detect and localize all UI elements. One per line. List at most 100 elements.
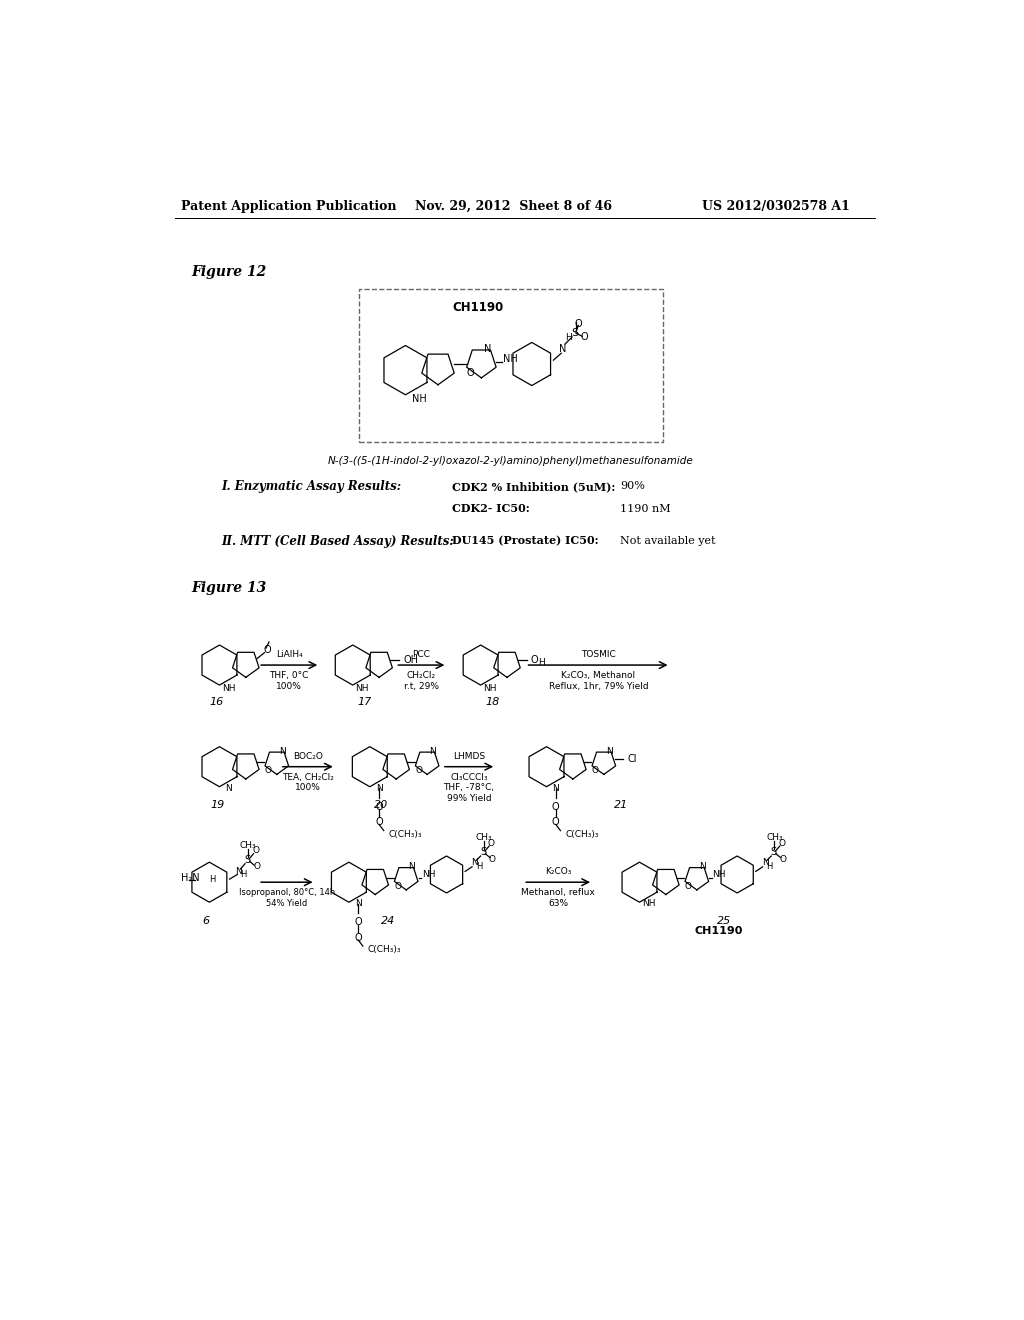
Text: 6: 6: [202, 916, 209, 925]
Text: N: N: [699, 862, 706, 871]
Text: Patent Application Publication: Patent Application Publication: [180, 199, 396, 213]
Text: Cl₃CCCl₃
THF, -78°C,
99% Yield: Cl₃CCCl₃ THF, -78°C, 99% Yield: [443, 774, 495, 803]
Text: N: N: [762, 858, 768, 867]
Text: O: O: [354, 917, 362, 927]
Text: N: N: [354, 899, 361, 908]
Text: NH: NH: [422, 870, 435, 879]
Text: O: O: [264, 644, 271, 655]
Text: Isopropanol, 80°C, 14h
54% Yield: Isopropanol, 80°C, 14h 54% Yield: [239, 888, 335, 908]
Text: CH₃: CH₃: [240, 841, 256, 850]
Text: H: H: [476, 862, 482, 870]
Text: O: O: [354, 933, 362, 942]
Text: OH: OH: [403, 656, 419, 665]
Text: O: O: [375, 817, 383, 828]
Text: 18: 18: [485, 697, 500, 708]
Text: H: H: [565, 334, 571, 342]
Text: Not available yet: Not available yet: [621, 536, 716, 546]
Text: CH₃: CH₃: [475, 833, 493, 842]
Text: NH: NH: [222, 684, 236, 693]
Text: S: S: [245, 855, 251, 865]
Text: H₂N: H₂N: [181, 874, 200, 883]
Text: N: N: [429, 747, 436, 756]
Text: 16: 16: [209, 697, 223, 708]
Text: Nov. 29, 2012  Sheet 8 of 46: Nov. 29, 2012 Sheet 8 of 46: [415, 199, 611, 213]
Text: S: S: [770, 847, 776, 857]
Text: DU145 (Prostate) IC50:: DU145 (Prostate) IC50:: [452, 536, 599, 546]
Text: NH: NH: [412, 395, 427, 404]
Text: N: N: [471, 858, 478, 867]
Text: Figure 12: Figure 12: [191, 265, 267, 280]
Text: LHMDS: LHMDS: [453, 751, 485, 760]
Text: O: O: [778, 840, 785, 849]
Text: S: S: [570, 329, 578, 338]
Text: N: N: [606, 747, 612, 756]
Text: O: O: [488, 854, 496, 863]
Text: CH₃: CH₃: [766, 833, 782, 842]
Text: 25: 25: [717, 916, 731, 925]
Text: O: O: [254, 862, 261, 871]
Text: Methanol, reflux
63%: Methanol, reflux 63%: [521, 888, 595, 908]
Text: Cl: Cl: [627, 754, 637, 764]
Text: O: O: [488, 840, 495, 849]
Text: N: N: [376, 784, 383, 793]
Text: H: H: [767, 862, 773, 870]
Text: O: O: [375, 801, 383, 812]
Text: N: N: [484, 345, 492, 354]
Text: O: O: [265, 766, 271, 775]
Text: N: N: [279, 747, 286, 756]
Text: LiAlH₄: LiAlH₄: [275, 649, 302, 659]
Text: N: N: [552, 784, 559, 793]
Text: N: N: [234, 867, 242, 876]
Text: O: O: [252, 846, 259, 855]
Text: CH1190: CH1190: [694, 927, 742, 936]
Text: NH: NH: [713, 870, 726, 879]
Text: I. Enzymatic Assay Results:: I. Enzymatic Assay Results:: [221, 480, 401, 492]
Text: O: O: [394, 882, 401, 891]
Text: C(CH₃)₃: C(CH₃)₃: [388, 830, 422, 840]
Text: NH: NH: [483, 684, 497, 693]
Text: H: H: [538, 659, 545, 667]
Text: O: O: [592, 766, 599, 775]
Text: 24: 24: [381, 916, 394, 925]
Text: US 2012/0302578 A1: US 2012/0302578 A1: [701, 199, 849, 213]
Text: THF, 0°C
100%: THF, 0°C 100%: [269, 671, 309, 690]
Text: II. MTT (Cell Based Assay) Results:: II. MTT (Cell Based Assay) Results:: [221, 535, 454, 548]
Text: N: N: [559, 343, 566, 354]
Text: O: O: [552, 801, 559, 812]
Text: N: N: [409, 862, 415, 871]
Text: O: O: [574, 319, 582, 329]
Text: K₂CO₃, Methanol
Reflux, 1hr, 79% Yield: K₂CO₃, Methanol Reflux, 1hr, 79% Yield: [549, 671, 648, 690]
Text: CH1190: CH1190: [453, 301, 504, 314]
Text: 90%: 90%: [621, 482, 645, 491]
Text: O: O: [552, 817, 559, 828]
Text: NH: NH: [355, 684, 369, 693]
Text: O: O: [415, 766, 422, 775]
Text: Figure 13: Figure 13: [191, 581, 267, 595]
Text: NH: NH: [642, 899, 655, 908]
Text: N-(3-((5-(1H-indol-2-yl)oxazol-2-yl)amino)phenyl)methanesulfonamide: N-(3-((5-(1H-indol-2-yl)oxazol-2-yl)amin…: [328, 455, 693, 466]
Text: 20: 20: [375, 800, 388, 810]
Text: O: O: [779, 854, 786, 863]
Text: O: O: [581, 333, 588, 342]
Text: N: N: [225, 784, 232, 793]
Text: TOSMIC: TOSMIC: [581, 649, 615, 659]
Text: NH: NH: [503, 354, 518, 363]
Text: 1190 nM: 1190 nM: [621, 504, 671, 513]
Text: O: O: [685, 882, 692, 891]
Text: O: O: [530, 656, 538, 665]
Text: CDK2- IC50:: CDK2- IC50:: [452, 503, 529, 515]
Text: 19: 19: [211, 800, 225, 810]
Text: BOC₂O: BOC₂O: [293, 751, 323, 760]
Text: 17: 17: [357, 697, 372, 708]
Text: CH₂Cl₂
r.t, 29%: CH₂Cl₂ r.t, 29%: [403, 671, 439, 690]
Text: O: O: [467, 368, 474, 379]
Text: 21: 21: [613, 800, 628, 810]
Bar: [359, 289, 663, 442]
Text: TEA, CH₂Cl₂
100%: TEA, CH₂Cl₂ 100%: [282, 774, 334, 792]
Text: H: H: [209, 875, 216, 884]
Text: S: S: [480, 847, 486, 857]
Text: K₂CO₃: K₂CO₃: [545, 867, 571, 876]
Text: PCC: PCC: [413, 649, 430, 659]
Text: C(CH₃)₃: C(CH₃)₃: [368, 945, 401, 954]
Text: CDK2 % Inhibition (5uM):: CDK2 % Inhibition (5uM):: [452, 480, 615, 492]
